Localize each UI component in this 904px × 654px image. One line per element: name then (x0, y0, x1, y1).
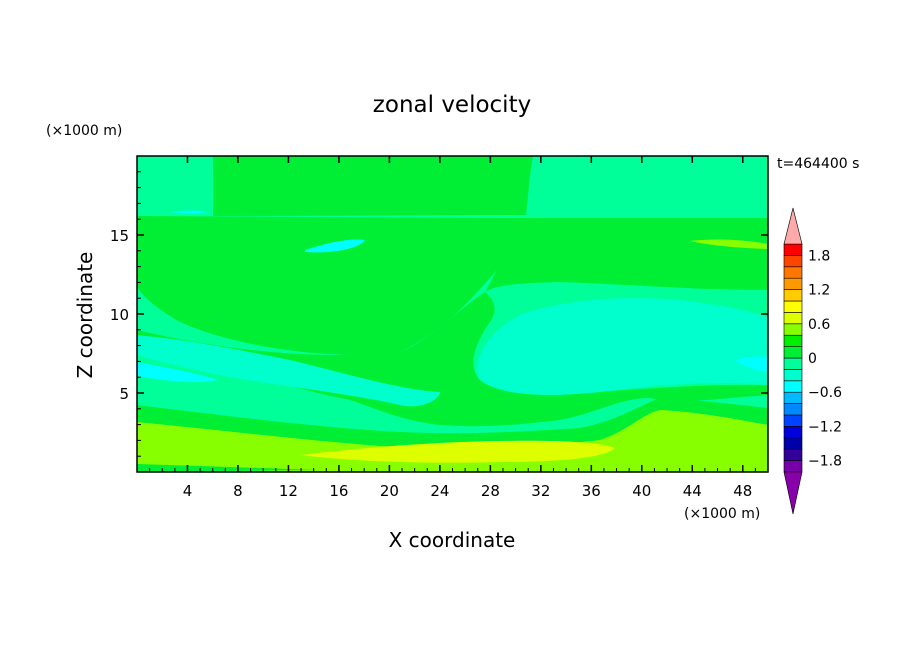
colorbar-segment (783, 369, 803, 382)
colorbar-tick-label: −1.8 (808, 454, 842, 470)
colorbar-segment (783, 426, 803, 439)
x-tick-label: 36 (582, 482, 601, 500)
y-tick-label: 5 (119, 385, 129, 403)
colorbar-segment (783, 300, 803, 313)
contour-region-jet-band (137, 410, 768, 472)
colorbar-segment (783, 266, 803, 279)
chart-title: zonal velocity (373, 92, 531, 118)
contour-region-surface-green (137, 464, 320, 472)
colorbar-tick-label: −1.2 (808, 419, 842, 435)
colorbar-segment (783, 243, 803, 256)
colorbar-segment (783, 403, 803, 416)
x-tick-label: 28 (481, 482, 500, 500)
colorbar-segment (783, 334, 803, 347)
colorbar-tick-label: 0 (808, 351, 817, 367)
contour-region-small-cyan-patch (170, 210, 210, 214)
contour-field (137, 156, 768, 472)
contour-region-top-tongue (213, 156, 533, 216)
colorbar-segment (783, 437, 803, 450)
x-unit-label: (×1000 m) (684, 506, 760, 522)
contour-region-mid-left-layer (137, 335, 440, 407)
contour-region-upper-green (137, 216, 508, 355)
colorbar-segment (783, 391, 803, 404)
x-tick-label: 8 (233, 482, 243, 500)
x-tick-label: 48 (733, 482, 752, 500)
y-axis-ticks: 5 10 15 (110, 171, 768, 457)
x-axis-label: X coordinate (389, 528, 516, 552)
y-axis-label: Z coordinate (73, 252, 97, 379)
colorbar-segment (783, 460, 803, 473)
contour-region-right-yellow-patch (690, 239, 768, 249)
x-axis-ticks: 4 8 12 16 20 24 28 32 36 40 44 48 (149, 156, 756, 500)
x-tick-label: 44 (683, 482, 702, 500)
x-tick-label: 24 (430, 482, 449, 500)
colorbar-segment (783, 448, 803, 461)
contour-region-jet-core (300, 440, 615, 463)
colorbar-segment (783, 255, 803, 268)
colorbar-segment (783, 323, 803, 336)
colorbar-segment (783, 346, 803, 359)
colorbar-tick-label: 0.6 (808, 317, 830, 333)
time-label: t=464400 s (777, 156, 859, 172)
colorbar-tick-label: 1.2 (808, 283, 830, 299)
contour-region-mid-green (137, 292, 768, 427)
y-unit-label: (×1000 m) (46, 123, 122, 139)
colorbar-extend-bottom (783, 471, 803, 515)
x-tick-label: 40 (632, 482, 651, 500)
contour-region-upper-cyan-patch (305, 239, 365, 253)
x-tick-label: 20 (380, 482, 399, 500)
colorbar-segment (783, 289, 803, 302)
x-tick-label: 16 (329, 482, 348, 500)
colorbar-tick-label: 1.8 (808, 248, 830, 264)
colorbar: 1.8 1.2 0.6 0 −0.6 −1.2 −1.8 (783, 207, 842, 515)
colorbar-segment (783, 277, 803, 290)
x-tick-label: 32 (531, 482, 550, 500)
contour-region-right-cyan-patch (735, 356, 768, 372)
colorbar-segment (783, 312, 803, 325)
colorbar-tick-label: −0.6 (808, 385, 842, 401)
contour-region-mid-right-cell (477, 298, 768, 395)
x-tick-label: 12 (279, 482, 298, 500)
contour-region-upper-right-band (485, 218, 768, 292)
y-tick-label: 15 (110, 227, 129, 245)
y-tick-label: 10 (110, 306, 129, 324)
x-tick-label: 4 (183, 482, 193, 500)
colorbar-segment (783, 380, 803, 393)
colorbar-segment (783, 414, 803, 427)
contour-region-left-cyan-patch (137, 362, 218, 383)
colorbar-extend-top (783, 207, 803, 245)
colorbar-segment (783, 357, 803, 370)
